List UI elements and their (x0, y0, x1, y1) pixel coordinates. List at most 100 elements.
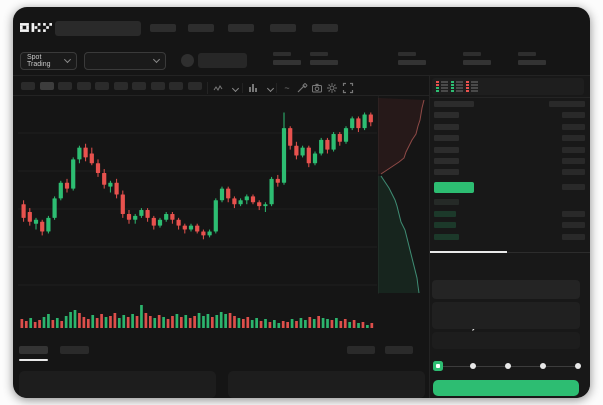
okx-logo[interactable] (20, 22, 52, 33)
ask-row[interactable] (430, 123, 590, 131)
timeframe-button[interactable] (169, 82, 183, 90)
timeframe-button[interactable] (150, 82, 165, 90)
market-type-dropdown[interactable]: Spot Trading (20, 52, 77, 70)
ticker-stat-label (463, 52, 481, 56)
icon-row-line (471, 83, 478, 86)
ticker-stat-value (463, 60, 491, 65)
ask-row[interactable] (430, 111, 590, 119)
timeframe-button[interactable] (187, 82, 202, 90)
candle-up (77, 147, 82, 160)
nav-item-placeholder[interactable] (150, 24, 176, 32)
order-amount-input[interactable] (432, 302, 580, 329)
ask-row[interactable] (430, 146, 590, 154)
search-input[interactable] (55, 21, 141, 36)
volume-bar (135, 316, 139, 328)
volume-bar (131, 314, 134, 328)
nav-item-placeholder[interactable] (312, 24, 338, 32)
icon-row-line (456, 80, 463, 83)
candle-down (95, 163, 101, 173)
bottom-bar-action[interactable] (385, 346, 413, 354)
interval-icon[interactable] (212, 82, 224, 94)
candle-down (27, 212, 32, 222)
slider-step-dot[interactable] (575, 363, 581, 369)
nav-item-placeholder[interactable] (228, 24, 254, 32)
timeframe-button[interactable] (58, 82, 72, 90)
indicator-icon[interactable] (247, 82, 259, 94)
nav-item-placeholder[interactable] (270, 24, 296, 32)
timeframe-button[interactable] (95, 82, 109, 90)
fullscreen-icon[interactable] (342, 82, 354, 94)
bottom-tab-active[interactable] (19, 346, 48, 354)
timeframe-button[interactable] (39, 82, 54, 90)
ticker-stat-label (310, 52, 328, 56)
candle-up (263, 204, 268, 207)
bid-row[interactable] (430, 233, 590, 241)
volume-bar (188, 318, 192, 328)
draw-icon[interactable] (296, 82, 308, 94)
volume-bar (250, 320, 254, 328)
volume-bar (122, 315, 126, 328)
asks-only-icon[interactable] (466, 80, 478, 93)
candlestick-chart[interactable] (18, 96, 377, 336)
candle-up (58, 182, 63, 199)
bids-only-icon[interactable] (451, 80, 463, 93)
candle-down (337, 134, 342, 142)
timeframe-button[interactable] (132, 82, 146, 90)
timeframe-button[interactable] (21, 82, 35, 90)
market-type-label: Spot Trading (27, 54, 51, 68)
order-total-input[interactable] (432, 332, 580, 349)
volume-bar (343, 319, 347, 328)
volume-bar (42, 317, 46, 328)
volume-bar (126, 317, 130, 328)
amount-slider-handle[interactable] (433, 361, 443, 371)
ticker-stat-label (518, 52, 536, 56)
candle-up (71, 159, 76, 189)
bid-row[interactable] (430, 210, 590, 218)
candle-down (250, 196, 256, 203)
ask-price-placeholder (434, 112, 459, 119)
order-price-input[interactable] (432, 280, 580, 299)
volume-bar (299, 318, 303, 328)
ask-row[interactable] (430, 157, 590, 165)
wave-icon[interactable]: ~ (284, 83, 290, 93)
ask-row[interactable] (430, 168, 590, 176)
candle-up (343, 128, 349, 142)
volume-bar (171, 316, 174, 328)
chevron-down-icon[interactable] (229, 82, 241, 94)
bottom-bar-action[interactable] (347, 346, 375, 354)
ask-amount-placeholder (562, 123, 585, 130)
candle-up (46, 217, 51, 232)
bottom-tab[interactable] (60, 346, 89, 354)
icon-row-square (436, 83, 439, 86)
bid-row[interactable] (430, 221, 590, 229)
ticker-stat-value (310, 60, 338, 65)
bid-row[interactable] (430, 198, 590, 206)
chevron-down-icon[interactable] (264, 82, 276, 94)
slider-step-dot[interactable] (470, 363, 476, 369)
volume-bar (290, 319, 294, 328)
last-price-row[interactable] (430, 182, 590, 193)
settings-icon[interactable] (326, 82, 338, 94)
ask-amount-placeholder (562, 146, 585, 153)
candle-up (244, 196, 249, 201)
candle-down (356, 118, 361, 129)
volume-bar (210, 317, 214, 328)
pair-selector-dropdown[interactable] (84, 52, 166, 70)
slider-step-dot[interactable] (505, 363, 511, 369)
camera-icon[interactable] (311, 82, 323, 94)
buy-submit-button[interactable] (433, 380, 579, 396)
icon-row-square (451, 89, 454, 92)
volume-bar (273, 320, 276, 328)
slider-step-dot[interactable] (540, 363, 546, 369)
icon-row-square (451, 80, 454, 83)
ask-row[interactable] (430, 100, 590, 108)
nav-item-placeholder[interactable] (188, 24, 214, 32)
timeframe-button[interactable] (76, 82, 91, 90)
candle-up (331, 134, 336, 150)
volume-bar (78, 313, 81, 328)
candle-up (362, 114, 367, 129)
timeframe-button[interactable] (113, 82, 128, 90)
ask-row[interactable] (430, 134, 590, 142)
combined-book-icon[interactable] (436, 80, 448, 93)
depth-chart[interactable] (378, 96, 428, 294)
